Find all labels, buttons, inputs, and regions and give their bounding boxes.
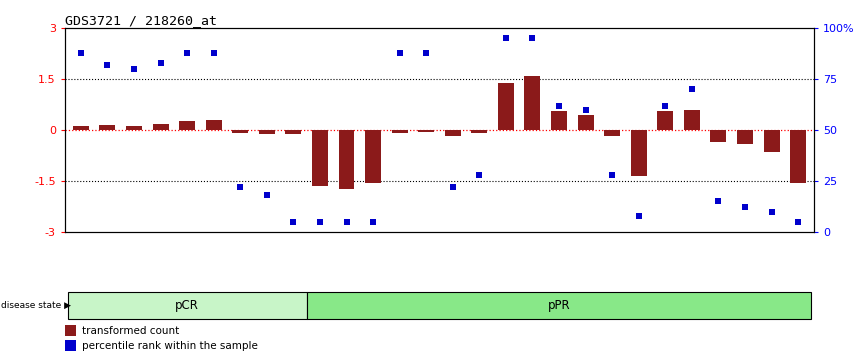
Bar [259, 130, 275, 134]
Bar [418, 130, 434, 132]
Point [765, 209, 779, 214]
Point [605, 172, 619, 178]
Point [233, 184, 247, 190]
Bar [391, 130, 408, 133]
Bar [126, 126, 142, 130]
Text: percentile rank within the sample: percentile rank within the sample [82, 341, 258, 351]
Bar [764, 130, 779, 152]
Bar [65, 325, 76, 336]
Point [100, 62, 114, 68]
Bar [657, 112, 673, 130]
Bar [65, 340, 76, 352]
Point [207, 50, 221, 56]
Point [153, 60, 167, 66]
Point [339, 219, 353, 224]
Bar [710, 130, 727, 142]
Bar [578, 115, 593, 130]
Text: pPR: pPR [547, 299, 571, 312]
Point [792, 219, 805, 224]
Bar [286, 130, 301, 134]
Bar [790, 130, 806, 183]
Point [712, 199, 726, 204]
Bar [339, 130, 354, 189]
Bar [179, 121, 195, 130]
Bar [684, 110, 700, 130]
Point [419, 50, 433, 56]
Point [738, 205, 752, 210]
Point [180, 50, 194, 56]
Bar [630, 130, 647, 176]
Point [260, 193, 274, 198]
Point [366, 219, 380, 224]
Point [553, 103, 566, 109]
Point [578, 107, 592, 113]
Bar [471, 130, 488, 133]
Bar [312, 130, 328, 186]
Text: disease state ▶: disease state ▶ [1, 301, 71, 310]
Bar [498, 82, 514, 130]
Point [446, 184, 460, 190]
Point [74, 50, 87, 56]
Point [526, 36, 540, 41]
Point [632, 213, 646, 218]
Bar [525, 76, 540, 130]
Bar [604, 130, 620, 136]
Point [313, 219, 326, 224]
Text: GDS3721 / 218260_at: GDS3721 / 218260_at [65, 14, 217, 27]
Point [127, 66, 141, 72]
Bar [206, 120, 222, 130]
Bar [737, 130, 753, 144]
Point [658, 103, 672, 109]
Bar [68, 292, 307, 319]
Bar [232, 130, 249, 133]
Point [473, 172, 487, 178]
Point [499, 36, 513, 41]
Text: transformed count: transformed count [82, 326, 179, 336]
Bar [152, 124, 169, 130]
Text: pCR: pCR [175, 299, 199, 312]
Point [392, 50, 406, 56]
Point [685, 87, 699, 92]
Bar [365, 130, 381, 183]
Bar [307, 292, 811, 319]
Bar [100, 125, 115, 130]
Point [287, 219, 301, 224]
Bar [445, 130, 461, 136]
Bar [551, 112, 567, 130]
Bar [73, 126, 89, 130]
